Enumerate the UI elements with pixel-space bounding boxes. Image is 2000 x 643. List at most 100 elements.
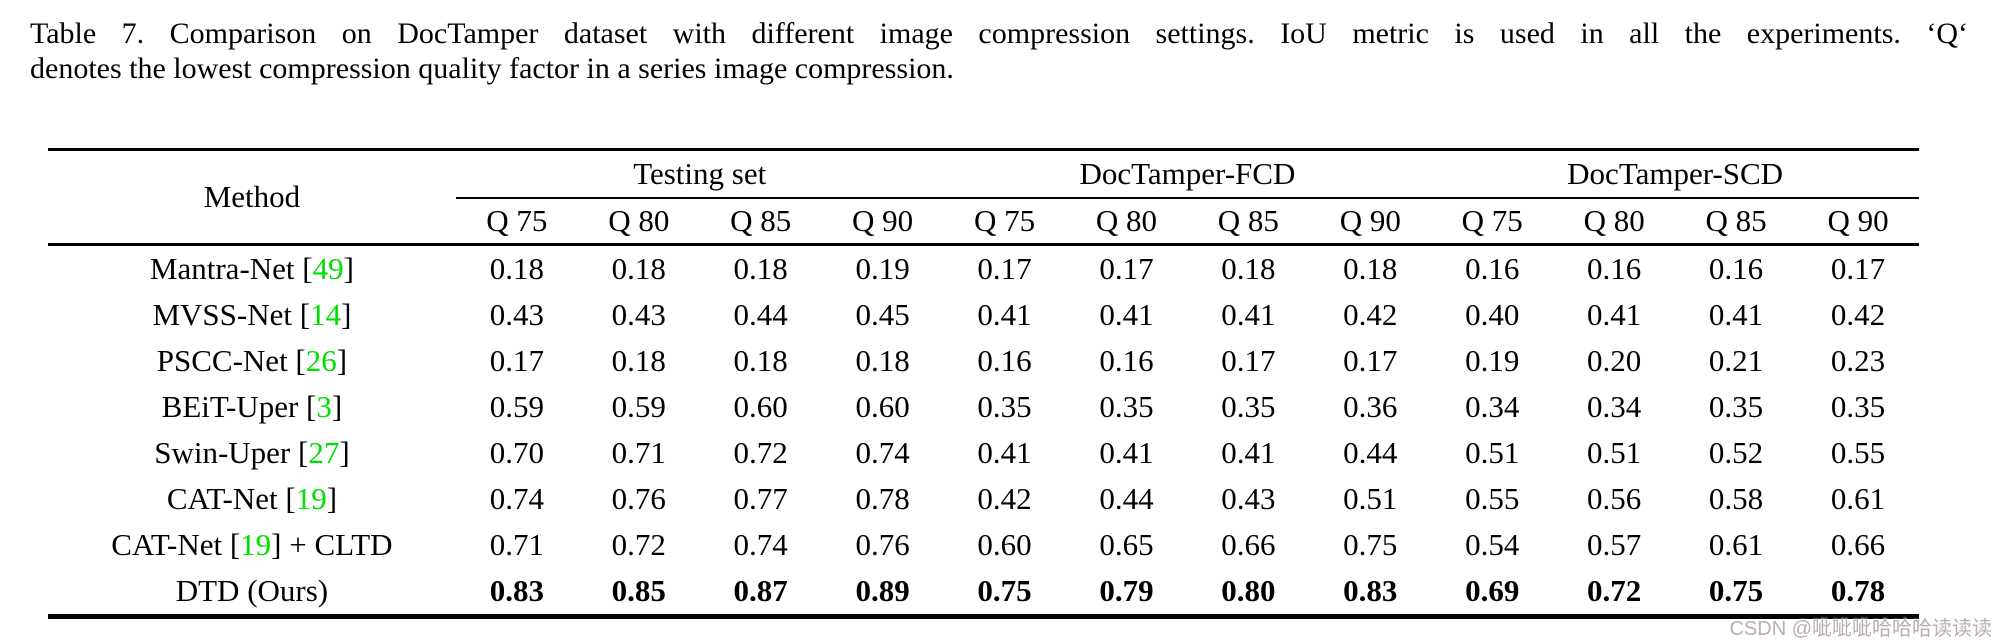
iou-value: 0.79 bbox=[1099, 573, 1154, 608]
group-header-testing-set: Testing set bbox=[455, 149, 944, 199]
method-name-text: MVSS-Net [ bbox=[152, 297, 311, 332]
method-name-text: Swin-Uper [ bbox=[154, 435, 309, 470]
method-column-header: Method bbox=[48, 149, 456, 246]
method-name-text: PSCC-Net [ bbox=[156, 343, 306, 378]
method-name-text: CAT-Net [ bbox=[111, 527, 241, 562]
method-name-suffix: ] bbox=[341, 297, 352, 332]
table-row: PSCC-Net [26] 0.17 0.18 0.18 0.18 0.16 0.16 0.1… bbox=[48, 338, 1919, 384]
iou-value: 0.17 bbox=[1830, 251, 1886, 286]
method-name-text: Mantra-Net [ bbox=[149, 251, 313, 286]
iou-value: 0.17 bbox=[977, 251, 1032, 286]
quality-header-row: Q 75 Q 80 Q 85 Q 90 Q 75 Q 80 Q 85 Q 90 … bbox=[48, 198, 1919, 246]
iou-value: 0.43 bbox=[611, 297, 666, 332]
iou-value: 0.20 bbox=[1587, 343, 1642, 378]
iou-value: 0.71 bbox=[611, 435, 666, 470]
iou-value: 0.76 bbox=[855, 527, 910, 562]
iou-value: 0.51 bbox=[1343, 481, 1398, 516]
iou-value: 0.36 bbox=[1343, 389, 1398, 424]
iou-value: 0.78 bbox=[1830, 573, 1886, 608]
iou-value: 0.35 bbox=[1221, 389, 1276, 424]
citation-ref[interactable]: 3 bbox=[316, 389, 332, 424]
iou-value: 0.76 bbox=[611, 481, 666, 516]
iou-value: 0.35 bbox=[1708, 389, 1764, 424]
iou-value: 0.41 bbox=[977, 297, 1032, 332]
iou-value: 0.56 bbox=[1587, 481, 1642, 516]
q-label: Q 85 bbox=[699, 198, 822, 246]
iou-value: 0.59 bbox=[611, 389, 666, 424]
iou-value: 0.43 bbox=[489, 297, 544, 332]
iou-value: 0.18 bbox=[489, 251, 544, 286]
iou-value: 0.41 bbox=[1708, 297, 1764, 332]
iou-value: 0.78 bbox=[855, 481, 910, 516]
iou-value: 0.34 bbox=[1465, 389, 1520, 424]
citation-ref[interactable]: 19 bbox=[240, 527, 272, 562]
iou-value: 0.59 bbox=[489, 389, 544, 424]
method-name-suffix: ] bbox=[339, 435, 350, 470]
method-name: Swin-Uper [27] bbox=[48, 430, 456, 476]
method-name-suffix: ] + CLTD bbox=[271, 527, 393, 562]
citation-ref[interactable]: 26 bbox=[305, 343, 337, 378]
q-label: Q 75 bbox=[1431, 198, 1554, 246]
iou-value: 0.43 bbox=[1221, 481, 1276, 516]
iou-value: 0.52 bbox=[1708, 435, 1764, 470]
iou-value: 0.17 bbox=[1343, 343, 1398, 378]
method-name: Mantra-Net [49] bbox=[48, 245, 456, 293]
q-label: Q 85 bbox=[1675, 198, 1798, 246]
method-name-suffix: ] bbox=[336, 343, 348, 378]
iou-value: 0.85 bbox=[611, 573, 666, 608]
method-name-suffix: ] bbox=[326, 481, 338, 516]
q-label: Q 90 bbox=[821, 198, 944, 246]
iou-value: 0.17 bbox=[489, 343, 544, 378]
method-name: MVSS-Net [14] bbox=[48, 292, 456, 338]
iou-value: 0.18 bbox=[733, 343, 788, 378]
method-name: BEiT-Uper [3] bbox=[48, 384, 456, 430]
iou-value: 0.69 bbox=[1465, 573, 1520, 608]
iou-value: 0.74 bbox=[855, 435, 910, 470]
iou-value: 0.21 bbox=[1708, 343, 1764, 378]
q-label: Q 80 bbox=[577, 198, 700, 246]
iou-value: 0.41 bbox=[1221, 297, 1276, 332]
citation-ref[interactable]: 27 bbox=[308, 435, 340, 470]
iou-value: 0.34 bbox=[1587, 389, 1642, 424]
iou-value: 0.35 bbox=[1830, 389, 1886, 424]
iou-value: 0.16 bbox=[1099, 343, 1154, 378]
method-name: CAT-Net [19] + CLTD bbox=[48, 522, 456, 568]
table-row: Swin-Uper [27] 0.70 0.71 0.72 0.74 0.41 0.41 0.… bbox=[48, 430, 1919, 476]
iou-value: 0.42 bbox=[1343, 297, 1398, 332]
iou-value: 0.44 bbox=[1343, 435, 1398, 470]
iou-value: 0.40 bbox=[1465, 297, 1520, 332]
iou-value: 0.61 bbox=[1708, 527, 1764, 562]
citation-ref[interactable]: 14 bbox=[310, 297, 342, 332]
iou-value: 0.72 bbox=[1587, 573, 1642, 608]
iou-value: 0.83 bbox=[1343, 573, 1398, 608]
citation-ref[interactable]: 19 bbox=[295, 481, 327, 516]
iou-value: 0.35 bbox=[1099, 389, 1154, 424]
table-row: DTD (Ours) 0.83 0.85 0.87 0.89 0.75 0.79 0.80 0.… bbox=[48, 568, 1919, 617]
iou-value: 0.16 bbox=[1465, 251, 1520, 286]
method-name-suffix: ] bbox=[331, 389, 343, 424]
iou-value: 0.45 bbox=[855, 297, 910, 332]
iou-value: 0.18 bbox=[855, 343, 910, 378]
table-row: CAT-Net [19] + CLTD 0.71 0.72 0.74 0.76 0.60 0… bbox=[48, 522, 1919, 568]
iou-value: 0.75 bbox=[977, 573, 1032, 608]
csdn-watermark: CSDN @呲呲呲哈哈哈读读读 bbox=[1729, 618, 1992, 640]
iou-value: 0.41 bbox=[1099, 435, 1154, 470]
iou-value: 0.23 bbox=[1830, 343, 1886, 378]
q-label: Q 80 bbox=[1065, 198, 1188, 246]
iou-value: 0.18 bbox=[611, 251, 666, 286]
iou-value: 0.18 bbox=[611, 343, 666, 378]
iou-value: 0.55 bbox=[1830, 435, 1886, 470]
table-body: Mantra-Net [49] 0.18 0.18 0.18 0.19 0.17 0.17 0… bbox=[48, 245, 1919, 617]
iou-value: 0.75 bbox=[1708, 573, 1764, 608]
citation-ref[interactable]: 49 bbox=[312, 251, 344, 286]
iou-value: 0.60 bbox=[855, 389, 910, 424]
table-row: BEiT-Uper [3] 0.59 0.59 0.60 0.60 0.35 0.35 0.3… bbox=[48, 384, 1919, 430]
iou-value: 0.44 bbox=[1099, 481, 1154, 516]
iou-value: 0.58 bbox=[1708, 481, 1764, 516]
table-caption: Table 7. Comparison on DocTamper dataset… bbox=[30, 16, 1968, 86]
caption-line-1: Table 7. Comparison on DocTamper dataset… bbox=[30, 17, 1968, 50]
iou-value: 0.19 bbox=[1465, 343, 1520, 378]
q-label: Q 85 bbox=[1187, 198, 1310, 246]
iou-value: 0.18 bbox=[1343, 251, 1398, 286]
q-label: Q 75 bbox=[455, 198, 578, 246]
